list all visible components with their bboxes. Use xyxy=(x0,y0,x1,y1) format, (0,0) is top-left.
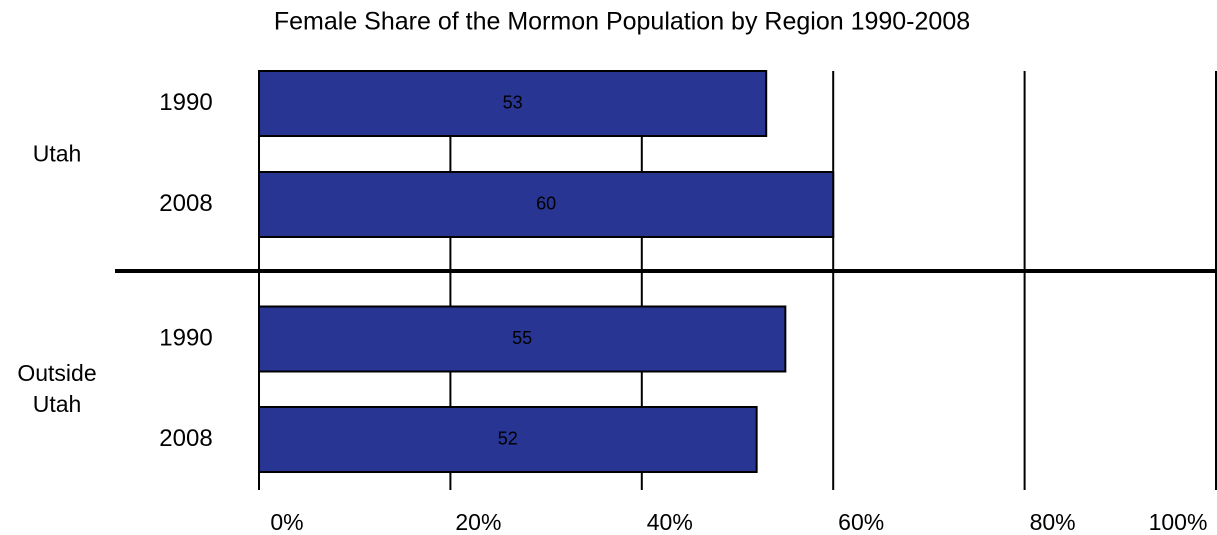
category-label: 1990 xyxy=(159,89,212,116)
chart-title: Female Share of the Mormon Population by… xyxy=(274,8,970,36)
bar xyxy=(258,406,758,473)
bar xyxy=(258,305,787,373)
group-label: Outside Utah xyxy=(17,360,97,417)
category-label: 2008 xyxy=(159,425,212,452)
value-label: 52 xyxy=(498,428,518,448)
value-label: 53 xyxy=(503,92,523,112)
x-tick-label: 60% xyxy=(838,509,884,535)
x-tick-label: 0% xyxy=(270,509,303,535)
bar xyxy=(258,70,768,137)
x-tick-label: 80% xyxy=(1030,509,1076,535)
value-label: 60 xyxy=(536,193,556,213)
group-label: Utah xyxy=(32,140,82,167)
category-label: 2008 xyxy=(159,190,212,217)
x-tick-label: 40% xyxy=(647,509,693,535)
value-label: 55 xyxy=(512,328,532,348)
x-tick-label: 20% xyxy=(455,509,501,535)
category-label: 1990 xyxy=(159,324,212,351)
x-tick-label: 100% xyxy=(1149,509,1208,535)
